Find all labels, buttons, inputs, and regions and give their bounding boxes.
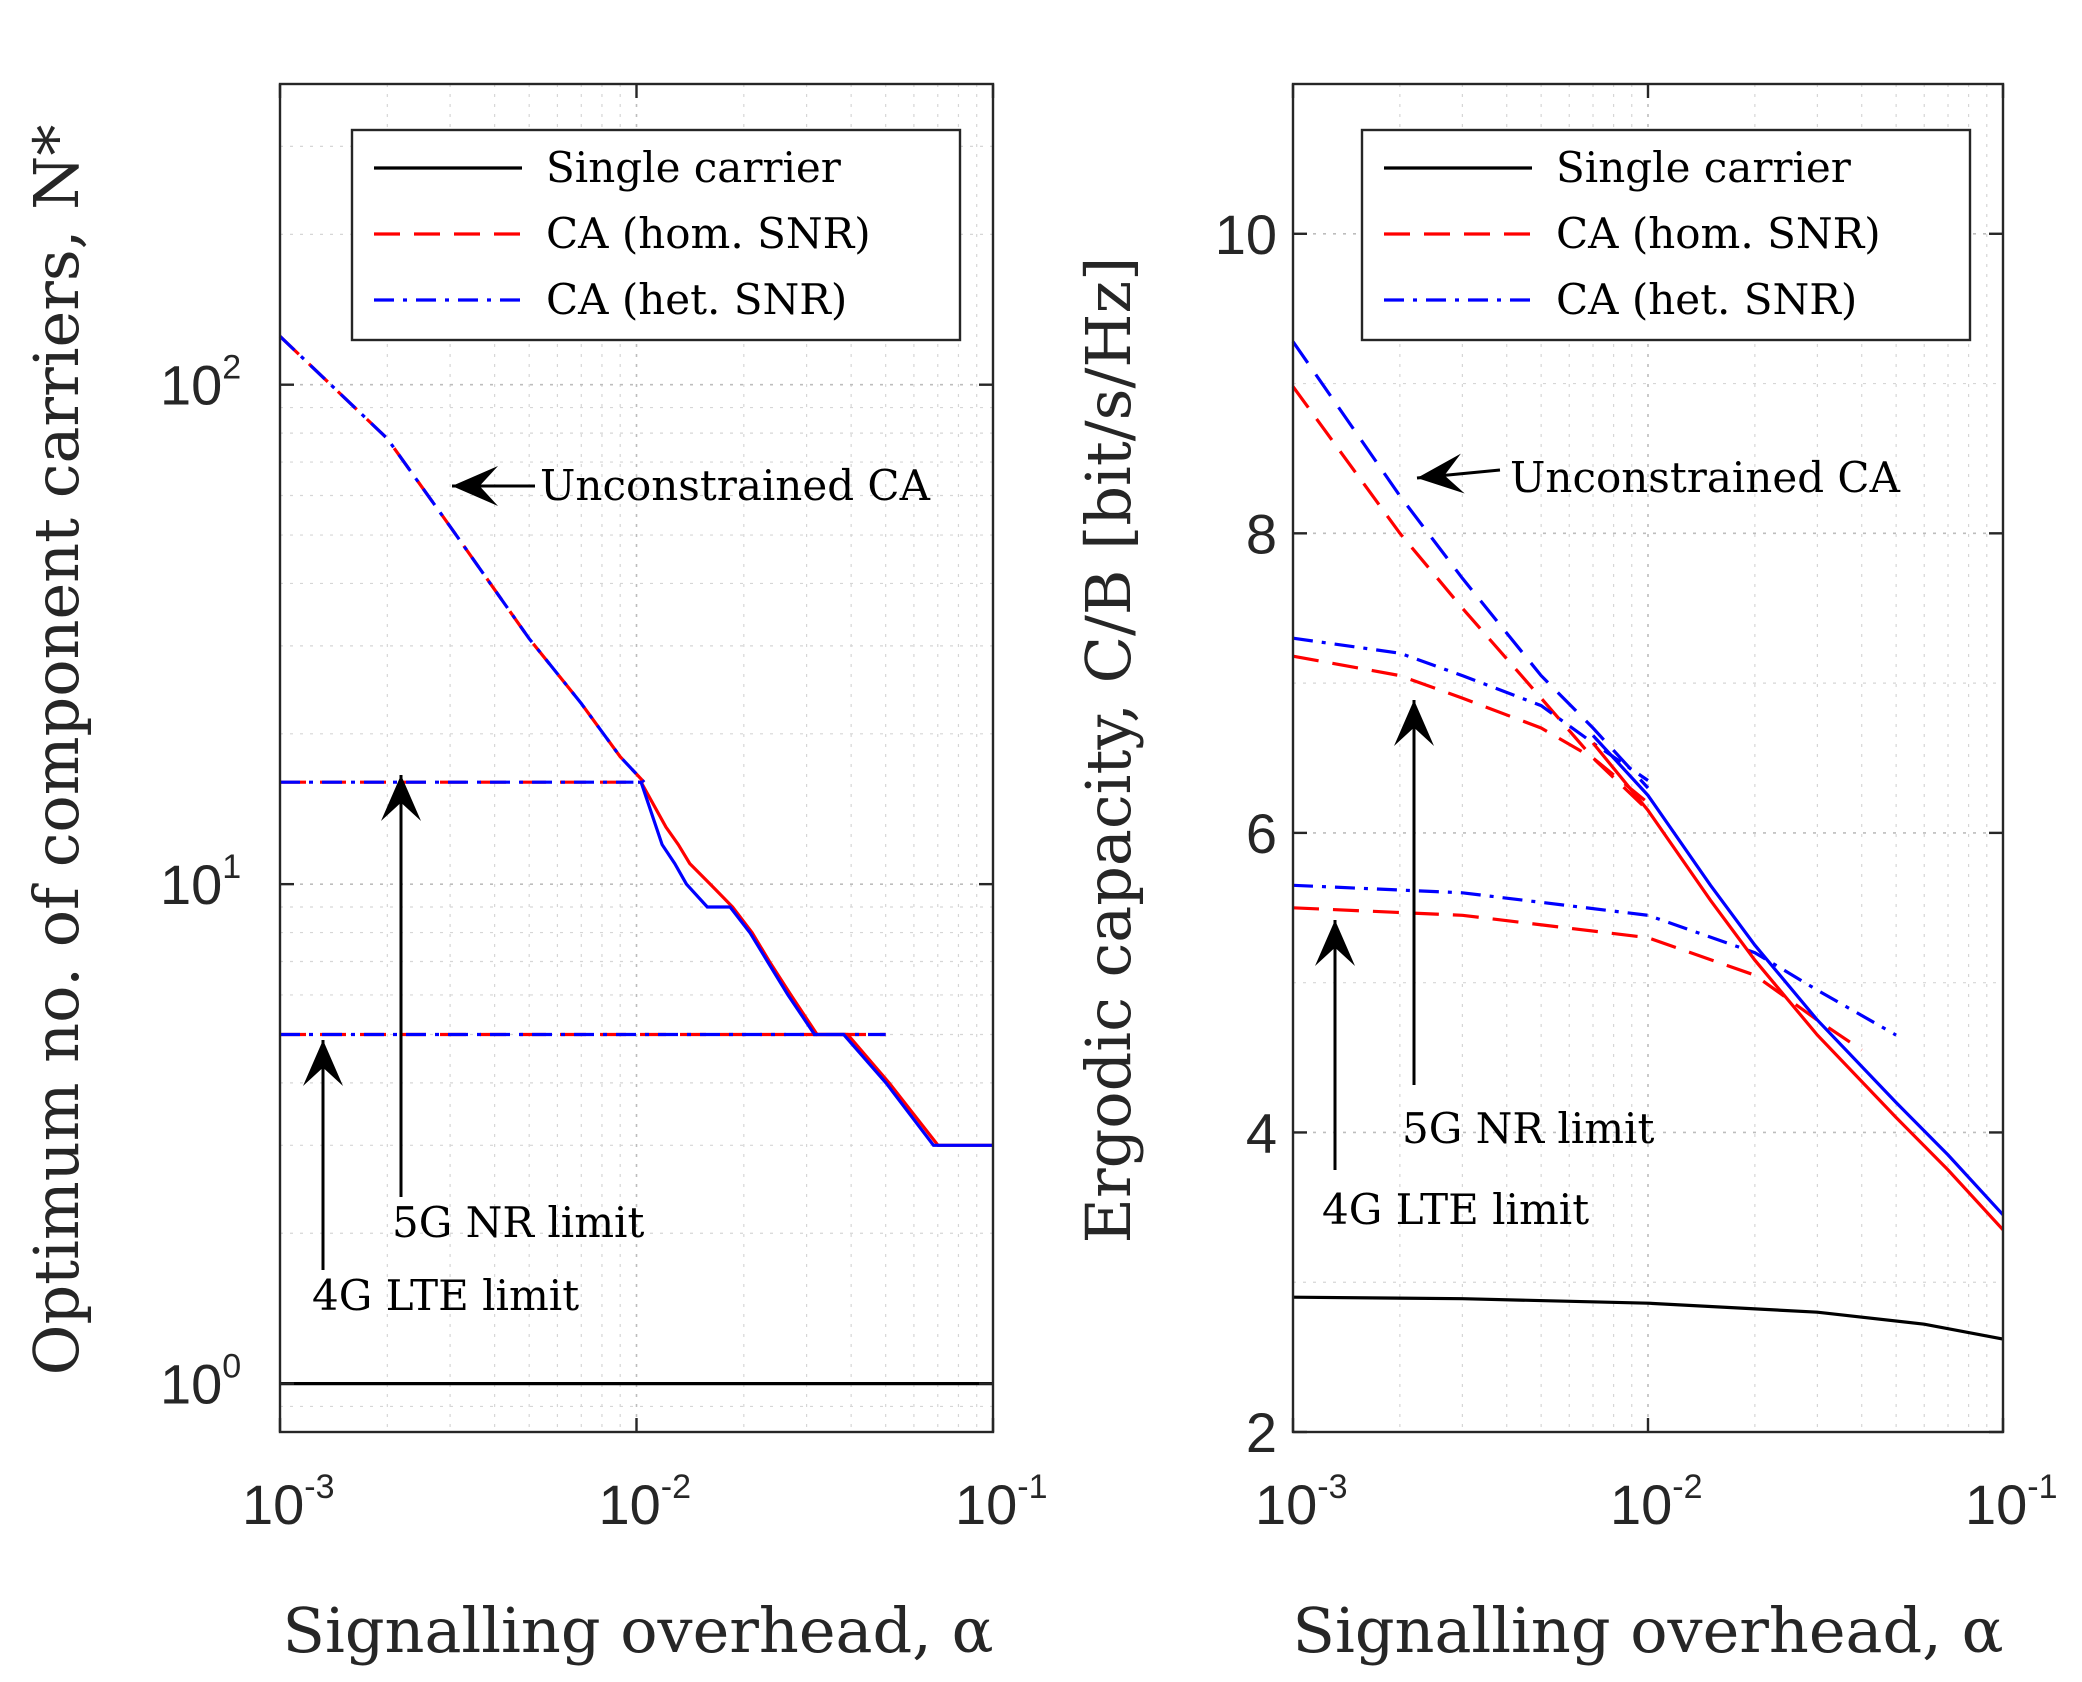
right-series-5g-nr-limit-het-snr- xyxy=(1292,636,1649,782)
left-legend-ca-hom: CA (hom. SNR) xyxy=(546,209,871,258)
left-y-axis-label: Optimum no. of component carriers, N* xyxy=(20,125,93,1376)
right-ytick-label: 4 xyxy=(1246,1101,1277,1164)
right-ytick-label: 10 xyxy=(1215,203,1277,266)
right-arrow-unconstrained-head xyxy=(1417,453,1465,494)
right-ytick-label: 2 xyxy=(1246,1401,1277,1464)
right-arrow-5g-nr-head xyxy=(1394,700,1434,746)
right-xtick-label: 10-1 xyxy=(1965,1468,2058,1536)
left-annotation-unconstrained: Unconstrained CA xyxy=(540,461,931,510)
right-annotation-5g-nr: 5G NR limit xyxy=(1402,1104,1654,1153)
left-annotation-4g-lte: 4G LTE limit xyxy=(312,1271,579,1320)
left-series-constrained-ca-hom-snr- xyxy=(638,780,993,1147)
right-series-single-carrier xyxy=(1292,1295,2004,1341)
right-legend-single-carrier: Single carrier xyxy=(1556,143,1852,192)
left-x-axis-label: Signalling overhead, α xyxy=(283,1594,994,1667)
right-series-4g-lte-limit-hom-snr- xyxy=(1292,906,1863,1052)
right-y-axis-label: Ergodic capacity, C/B [bit/s/Hz] xyxy=(1072,257,1145,1244)
right-legend-box xyxy=(1360,128,1972,342)
right-ytick-label: 6 xyxy=(1246,802,1277,865)
left-xtick-label: 10-1 xyxy=(955,1468,1048,1536)
right-x-axis-label: Signalling overhead, α xyxy=(1293,1594,2004,1667)
left-plot-layer: 10-3 10-2 10-1 100 101 102 xyxy=(160,82,1048,1536)
left-series-constrained-ca-het-snr- xyxy=(638,780,993,1147)
right-plot-layer: 10-3 10-2 10-1 2 4 6 8 10 xyxy=(1215,82,2058,1536)
left-xtick-label: 10-2 xyxy=(599,1468,692,1536)
left-chart-n-star: 10-3 10-2 10-1 100 101 102 Unconstrained CA 5… xyxy=(20,82,1048,1667)
left-arrow-5g-nr-head xyxy=(381,775,421,821)
right-ytick-label: 8 xyxy=(1246,502,1277,565)
right-series-5g-nr-limit-hom-snr- xyxy=(1292,654,1650,805)
left-ytick-label: 100 xyxy=(160,1348,241,1416)
right-series-4g-lte-limit-het-snr- xyxy=(1292,883,1897,1037)
right-xtick-label: 10-3 xyxy=(1255,1468,1348,1536)
left-series-unconstrained-ca-hom-snr- xyxy=(278,335,646,784)
right-series-unconstrained-ca-het-snr- xyxy=(1291,340,1650,790)
left-legend-box xyxy=(350,128,962,342)
left-ytick-label: 102 xyxy=(160,349,241,417)
left-series-unconstrained-ca-het-snr- xyxy=(278,335,646,784)
right-legend-ca-het: CA (het. SNR) xyxy=(1556,275,1857,324)
left-annotation-5g-nr: 5G NR limit xyxy=(392,1198,644,1247)
left-legend-ca-het: CA (het. SNR) xyxy=(546,275,847,324)
right-series-constrained-ca-het-snr- xyxy=(1591,734,2005,1216)
left-xtick-label: 10-3 xyxy=(242,1468,335,1536)
right-legend-ca-hom: CA (hom. SNR) xyxy=(1556,209,1881,258)
right-series-constrained-ca-hom-snr- xyxy=(1591,741,2005,1231)
right-chart-capacity: 10-3 10-2 10-1 2 4 6 8 10 Unconstrained CA 5G N… xyxy=(1072,82,2058,1667)
right-xtick-label: 10-2 xyxy=(1610,1468,1703,1536)
right-annotation-unconstrained: Unconstrained CA xyxy=(1510,453,1901,502)
left-ytick-label: 101 xyxy=(160,848,241,916)
right-arrow-4g-lte-head xyxy=(1315,920,1355,966)
left-legend-single-carrier: Single carrier xyxy=(546,143,842,192)
left-arrow-unconstrained-head xyxy=(452,466,498,506)
left-arrow-4g-lte-head xyxy=(303,1040,343,1086)
right-annotation-4g-lte: 4G LTE limit xyxy=(1322,1185,1589,1234)
